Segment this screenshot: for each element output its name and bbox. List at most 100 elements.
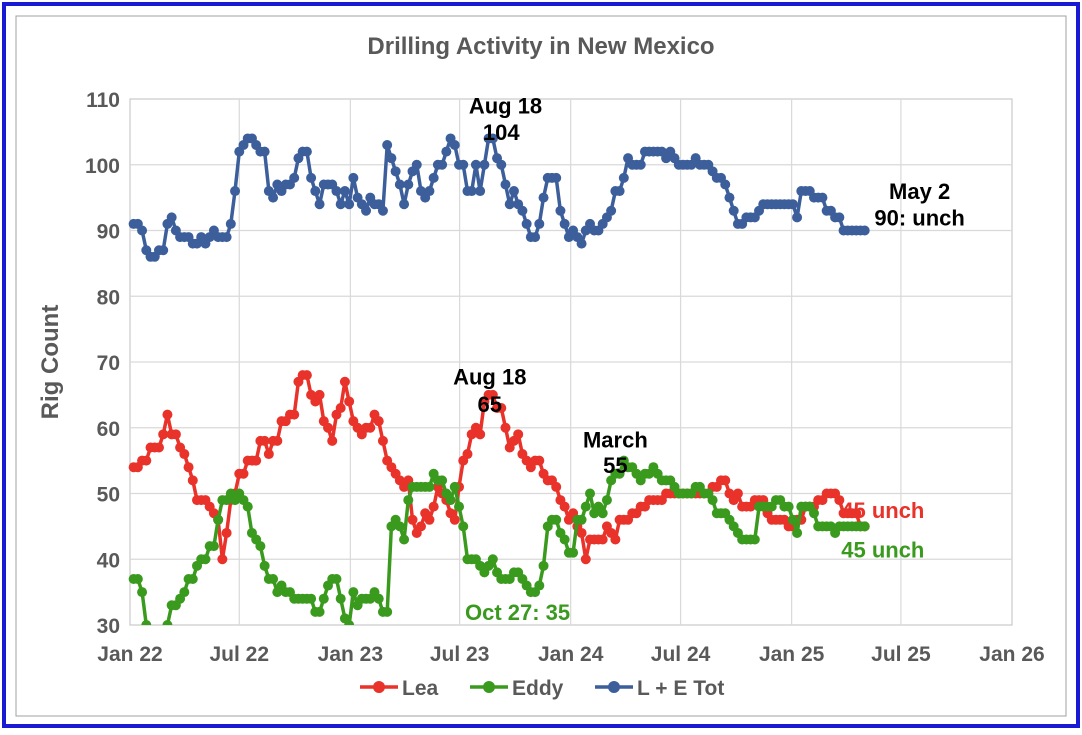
data-point-lea xyxy=(365,422,376,433)
data-point-l-e-tot xyxy=(720,179,731,190)
data-point-lea xyxy=(153,442,164,453)
data-point-l-e-tot xyxy=(377,205,388,216)
data-point-eddy xyxy=(707,495,718,506)
series-eddy xyxy=(128,455,870,625)
data-point-lea xyxy=(183,462,194,473)
y-axis-label: Rig Count xyxy=(37,305,64,420)
data-point-eddy xyxy=(373,593,384,604)
legend: Lea Eddy L + E Tot xyxy=(360,677,724,700)
data-point-lea xyxy=(551,481,562,492)
data-point-eddy xyxy=(200,554,211,565)
x-tick-label: Jul 23 xyxy=(430,643,490,666)
data-point-eddy xyxy=(187,573,198,584)
data-point-eddy xyxy=(348,587,359,598)
data-point-l-e-tot xyxy=(386,153,397,164)
data-point-l-e-tot xyxy=(230,186,241,197)
data-point-lea xyxy=(373,416,384,427)
data-point-lea xyxy=(251,455,262,466)
y-tick-label: 60 xyxy=(97,418,120,441)
data-point-eddy xyxy=(382,606,393,617)
data-point-eddy xyxy=(399,534,410,545)
data-point-lea xyxy=(851,508,862,519)
data-point-l-e-tot xyxy=(306,172,317,183)
data-point-lea xyxy=(534,455,545,466)
data-point-l-e-tot xyxy=(390,166,401,177)
data-point-eddy xyxy=(749,534,760,545)
data-point-eddy xyxy=(394,521,405,532)
data-point-l-e-tot xyxy=(344,199,355,210)
annotation-label: 104 xyxy=(483,120,520,145)
data-point-lea xyxy=(238,468,249,479)
data-point-lea xyxy=(259,435,270,446)
data-point-l-e-tot xyxy=(475,186,486,197)
annotation-label: May 2 xyxy=(889,179,950,204)
data-point-eddy xyxy=(306,593,317,604)
data-point-eddy xyxy=(132,573,143,584)
data-point-l-e-tot xyxy=(576,238,587,249)
y-tick-label: 40 xyxy=(97,549,120,572)
data-point-lea xyxy=(720,475,731,486)
annotation-label: March xyxy=(583,428,648,453)
data-point-lea xyxy=(500,422,511,433)
data-point-l-e-tot xyxy=(221,232,232,243)
data-point-lea xyxy=(513,429,524,440)
legend-marker-eddy xyxy=(483,681,495,693)
data-point-eddy xyxy=(162,620,173,625)
data-point-lea xyxy=(323,422,334,433)
data-point-lea xyxy=(263,449,274,460)
data-point-eddy xyxy=(551,514,562,525)
annotation-label: Aug 18 xyxy=(453,364,526,389)
y-tick-label: 110 xyxy=(86,89,120,112)
data-point-l-e-tot xyxy=(382,140,393,151)
data-point-l-e-tot xyxy=(724,192,735,203)
data-point-l-e-tot xyxy=(268,192,279,203)
data-point-lea xyxy=(301,370,312,381)
data-point-eddy xyxy=(568,547,579,558)
data-point-l-e-tot xyxy=(479,159,490,170)
legend-marker-lea xyxy=(373,681,385,693)
x-tick-label: Jul 22 xyxy=(209,643,269,666)
data-point-l-e-tot xyxy=(635,159,646,170)
data-point-l-e-tot xyxy=(500,179,511,190)
data-point-lea xyxy=(496,403,507,414)
data-point-l-e-tot xyxy=(314,199,325,210)
data-point-l-e-tot xyxy=(834,212,845,223)
data-point-eddy xyxy=(458,521,469,532)
data-point-l-e-tot xyxy=(259,146,270,157)
data-point-l-e-tot xyxy=(530,232,541,243)
data-point-eddy xyxy=(808,508,819,519)
data-point-eddy xyxy=(179,587,190,598)
annotation-label: 90: unch xyxy=(874,205,964,230)
data-point-eddy xyxy=(534,580,545,591)
data-point-eddy xyxy=(314,606,325,617)
data-point-lea xyxy=(170,429,181,440)
data-point-l-e-tot xyxy=(310,186,321,197)
data-point-eddy xyxy=(787,514,798,525)
data-point-lea xyxy=(424,514,435,525)
data-point-l-e-tot xyxy=(289,172,300,183)
data-point-eddy xyxy=(585,488,596,499)
legend-label-eddy: Eddy xyxy=(512,677,564,700)
tick-labels: 30 40 50 60 70 80 90 100 110 Jan 22 Jul 22 Jan 23 Ju… xyxy=(85,89,1045,666)
data-point-eddy xyxy=(859,521,870,532)
data-point-lea xyxy=(141,455,152,466)
data-point-eddy xyxy=(335,593,346,604)
x-tick-label: Jan 24 xyxy=(538,643,604,666)
data-point-lea xyxy=(162,409,173,420)
annotation-label: 55 xyxy=(603,453,627,478)
data-point-eddy xyxy=(792,527,803,538)
data-point-lea xyxy=(217,554,228,565)
y-tick-label: 80 xyxy=(97,286,120,309)
data-point-eddy xyxy=(783,501,794,512)
data-point-eddy xyxy=(331,573,342,584)
chart-title: Drilling Activity in New Mexico xyxy=(367,33,714,60)
data-point-l-e-tot xyxy=(466,186,477,197)
data-point-l-e-tot xyxy=(424,186,435,197)
x-tick-label: Jul 24 xyxy=(651,643,711,666)
data-point-l-e-tot xyxy=(521,218,532,229)
annotation-label: 45 unch xyxy=(841,537,924,562)
data-point-l-e-tot xyxy=(411,159,422,170)
data-point-l-e-tot xyxy=(618,172,629,183)
x-tick-label: Jan 25 xyxy=(759,643,825,666)
y-tick-label: 90 xyxy=(97,221,120,244)
